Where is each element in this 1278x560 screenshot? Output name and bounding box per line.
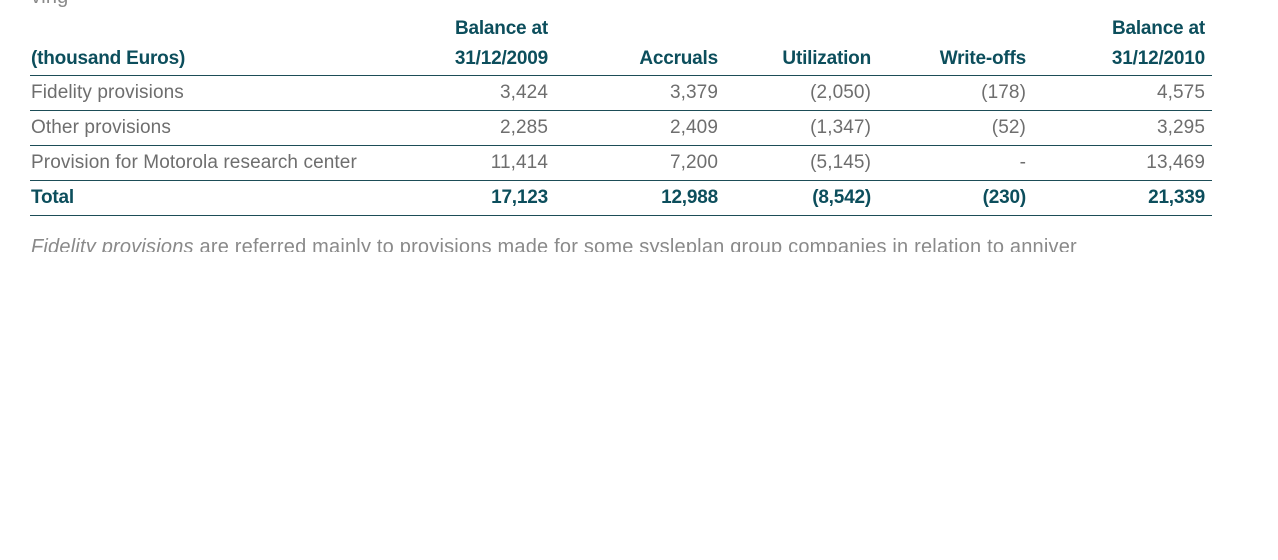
total-cell: 17,123 [405, 180, 555, 216]
header-cell: Write-offs [878, 44, 1033, 76]
header-cell: Utilization [725, 44, 878, 76]
header-cell: Accruals [555, 44, 725, 76]
footnote-text: are referred mainly to provisions made f… [193, 236, 1077, 252]
row-label: Other provisions [30, 110, 405, 146]
table-cell: 3,379 [555, 75, 725, 111]
table-cell: - [878, 145, 1033, 181]
table-cell: 3,424 [405, 75, 555, 111]
total-label: Total [30, 180, 405, 216]
header-row-1: Balance at Balance at [30, 12, 1212, 44]
footnote-italic-term: Fidelity provisions [31, 236, 194, 252]
table-cell: 7,200 [555, 145, 725, 181]
footnote-paragraph: Fidelity provisions are referred mainly … [31, 234, 1271, 252]
header-row-2: (thousand Euros) 31/12/2009 Accruals Uti… [30, 44, 1212, 76]
total-row: Total 17,123 12,988 (8,542) (230) 21,339 [30, 180, 1212, 216]
header-cell: 31/12/2009 [405, 44, 555, 76]
header-cell: Balance at [454, 18, 548, 39]
row-label: Provision for Motorola research center [30, 145, 405, 181]
table-cell: 13,469 [1033, 145, 1212, 181]
table-cell: 3,295 [1033, 110, 1212, 146]
total-cell: (230) [878, 180, 1033, 216]
table-cell: 2,285 [405, 110, 555, 146]
table-cell: (1,347) [725, 110, 878, 146]
header-cell [30, 12, 405, 44]
table-row: Provision for Motorola research center 1… [30, 145, 1212, 181]
total-cell: 12,988 [555, 180, 725, 216]
header-cell [878, 12, 1033, 44]
table-cell: (5,145) [725, 145, 878, 181]
row-label: Fidelity provisions [30, 75, 405, 111]
table-row: Other provisions 2,285 2,409 (1,347) (52… [30, 110, 1212, 146]
header-cell: 31/12/2010 [1033, 44, 1212, 76]
provisions-table: Balance at Balance at (thousand Euros) 3… [30, 12, 1212, 216]
table-cell: 11,414 [405, 145, 555, 181]
table-cell: (178) [878, 75, 1033, 111]
total-cell: 21,339 [1033, 180, 1212, 216]
table-cell: 4,575 [1033, 75, 1212, 111]
header-units-label: (thousand Euros) [30, 44, 405, 76]
cropped-text-fragment: ving [31, 0, 69, 9]
table-cell: (52) [878, 110, 1033, 146]
header-cell: Balance at [1111, 18, 1205, 39]
table-cell: 2,409 [555, 110, 725, 146]
header-cell [725, 12, 878, 44]
header-cell [555, 12, 725, 44]
table-cell: (2,050) [725, 75, 878, 111]
total-cell: (8,542) [725, 180, 878, 216]
table-row: Fidelity provisions 3,424 3,379 (2,050) … [30, 75, 1212, 111]
